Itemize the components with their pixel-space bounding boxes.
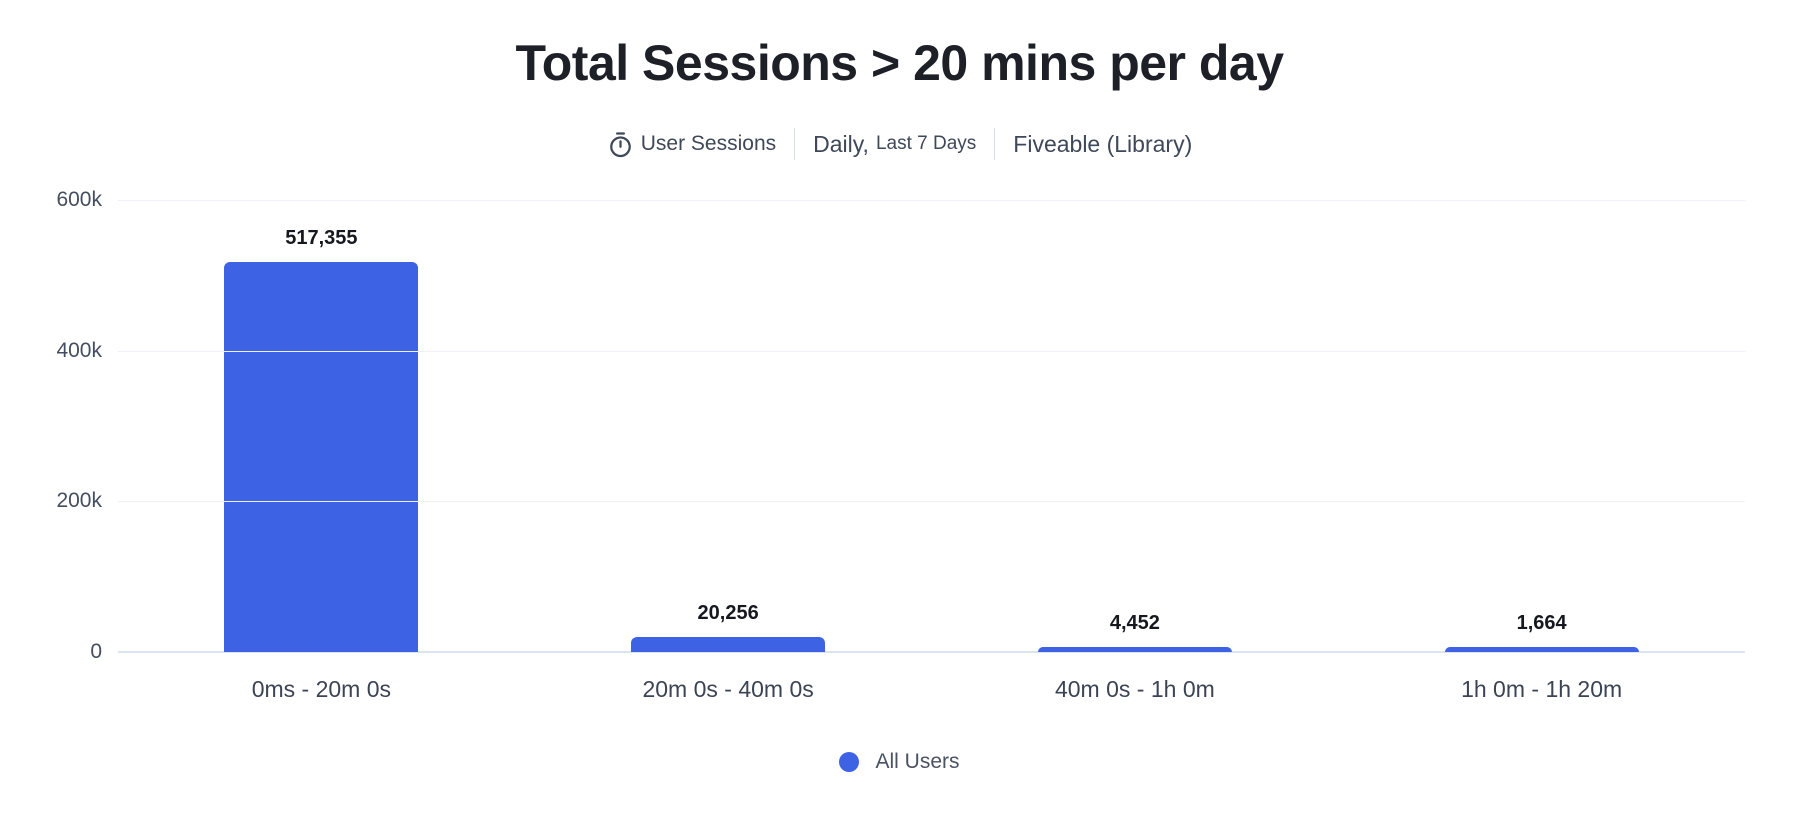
- y-axis-tick-label: 200k: [56, 489, 102, 513]
- legend-swatch[interactable]: [839, 752, 860, 772]
- bar-4[interactable]: [1444, 647, 1639, 652]
- bar-value-label: 517,355: [285, 227, 358, 250]
- chart-title: Total Sessions > 20 mins per day: [515, 35, 1284, 91]
- segment-chip[interactable]: Fiveable (Library): [1013, 131, 1192, 158]
- stopwatch-icon: [609, 131, 631, 157]
- gridline: [118, 350, 1745, 352]
- event-chip[interactable]: User Sessions: [607, 131, 776, 158]
- interval-label: Daily,: [813, 130, 869, 157]
- bar-slot: 4,452 40m 0s - 1h 0m: [932, 200, 1339, 702]
- subtitle-divider: [794, 128, 796, 160]
- subtitle-divider: [994, 128, 996, 160]
- bars-container: 517,355 0ms - 20m 0s 20,256 20m 0s - 40m 0s…: [118, 200, 1745, 702]
- gridline: [118, 200, 1745, 201]
- x-axis-category-label: 1h 0m - 1h 20m: [1461, 676, 1623, 702]
- date-range-chip[interactable]: Daily, Last 7 Days: [813, 131, 976, 158]
- range-label: Last 7 Days: [875, 133, 977, 154]
- bar-slot: 1,664 1h 0m - 1h 20m: [1338, 200, 1745, 702]
- legend: All Users: [0, 750, 1799, 774]
- bar-1[interactable]: [224, 262, 419, 652]
- bar-2[interactable]: [631, 636, 826, 652]
- segment-label: Fiveable (Library): [1013, 130, 1193, 157]
- bar-3[interactable]: [1037, 647, 1232, 652]
- bar-value-label: 4,452: [1109, 612, 1160, 634]
- bar-value-label: 20,256: [697, 601, 759, 624]
- bar-value-label: 1,664: [1516, 612, 1567, 634]
- event-label: User Sessions: [640, 132, 777, 155]
- y-axis-tick-label: 400k: [56, 338, 102, 362]
- x-axis-category-label: 0ms - 20m 0s: [251, 676, 392, 702]
- y-axis-tick-label: 0: [90, 640, 102, 663]
- x-axis-category-label: 20m 0s - 40m 0s: [642, 676, 814, 702]
- gridline: [118, 501, 1745, 503]
- bar-slot: 517,355 0ms - 20m 0s: [118, 200, 525, 702]
- bar-slot: 20,256 20m 0s - 40m 0s: [525, 200, 932, 702]
- legend-label[interactable]: All Users: [875, 750, 960, 773]
- y-axis-tick-label: 600k: [56, 188, 102, 211]
- chart-subtitle: User Sessions Daily, Last 7 Days Fiveabl…: [0, 128, 1799, 160]
- plot-area: 517,355 0ms - 20m 0s 20,256 20m 0s - 40m 0s…: [56, 188, 1745, 702]
- x-axis-category-label: 40m 0s - 1h 0m: [1054, 676, 1215, 702]
- x-axis-baseline: [118, 651, 1745, 653]
